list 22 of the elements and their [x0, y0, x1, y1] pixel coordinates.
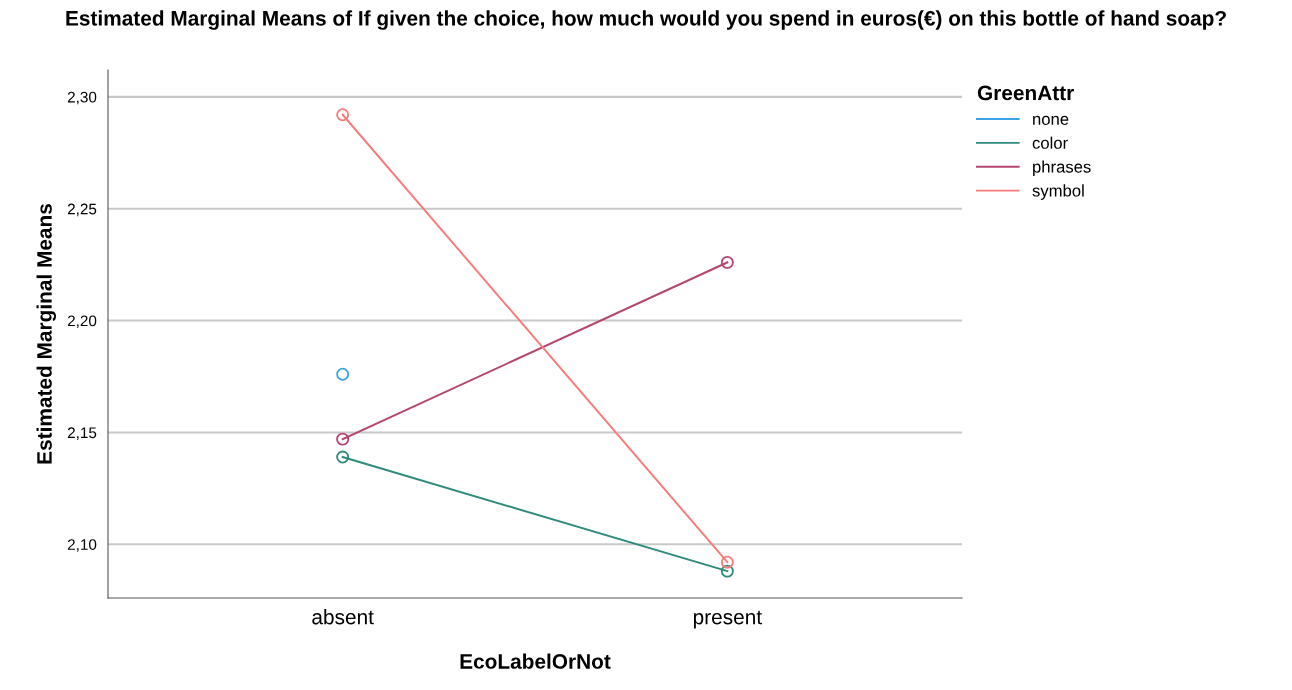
legend-title: GreenAttr	[977, 85, 1074, 101]
y-tick-label: 2,30	[67, 91, 97, 105]
legend-label: color	[1032, 136, 1068, 149]
point	[720, 555, 734, 569]
x-tick-label: present	[693, 610, 762, 629]
chart-title: Estimated Marginal Means of If given the choice, how much would you spend in euros(€) on this bottle of hand soap?	[66, 10, 1226, 30]
x-tick-label: absent	[312, 609, 374, 625]
point	[336, 108, 350, 122]
y-axis-title: Estimated Marginal Means	[36, 204, 57, 464]
y-tick-label: 2,25	[67, 203, 97, 217]
y-tick-label: 2,15	[67, 427, 97, 440]
point	[336, 450, 350, 464]
y-tick-label: 2,10	[67, 539, 97, 552]
point	[720, 255, 734, 269]
legend-label: phrases	[1033, 160, 1091, 177]
legend-label: none	[1033, 115, 1069, 125]
point	[720, 564, 734, 578]
y-tick-label: 2,20	[67, 315, 97, 329]
point	[336, 367, 350, 381]
legend-label: symbol	[1032, 184, 1084, 200]
point	[336, 432, 350, 446]
x-axis-title: EcoLabelOrNot	[460, 653, 611, 669]
